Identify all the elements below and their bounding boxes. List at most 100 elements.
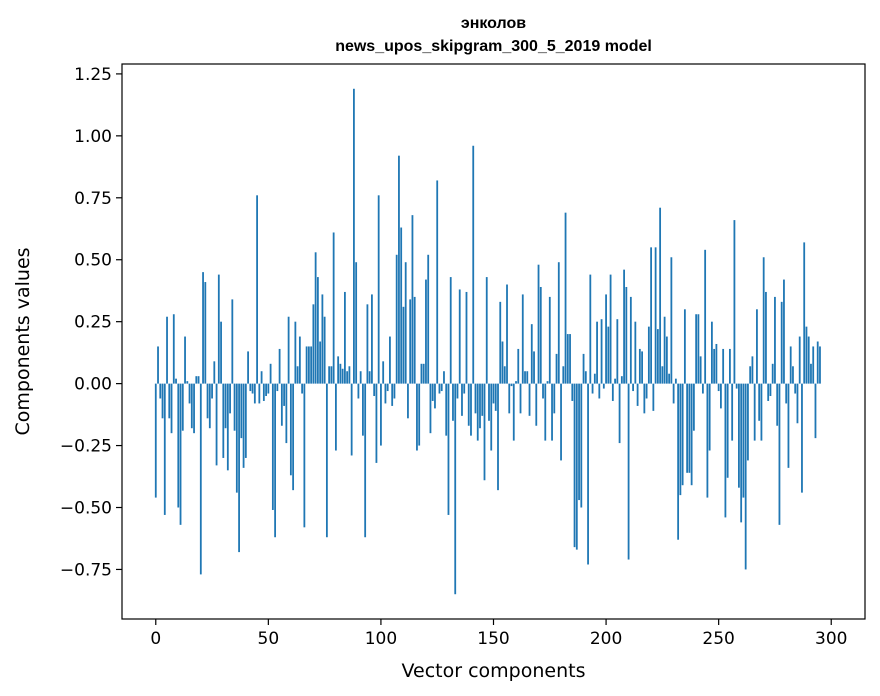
bar [537,264,540,384]
bar [641,351,644,384]
bar [780,301,783,384]
bar [774,296,776,384]
x-tick-label: 100 [365,629,397,649]
bar [244,383,247,458]
bar [708,383,711,451]
bar [690,383,693,486]
bar [181,383,184,431]
bar [530,324,533,384]
x-tick-label: 150 [477,629,509,649]
bar [440,383,443,392]
bar [535,383,538,426]
bar [301,383,304,394]
bar [368,371,371,384]
bar [508,383,511,414]
bar [332,232,335,384]
bar [350,383,353,456]
bar [573,383,576,548]
x-axis-ticks: 0 50 100 150 200 250 300 [150,619,847,649]
bar [706,383,709,498]
bar [359,371,362,384]
bar [744,383,747,570]
bar [274,383,277,538]
bar [488,383,490,421]
bar [357,383,360,399]
bar [229,383,231,414]
x-tick-label: 0 [150,629,161,649]
bar [654,247,657,384]
bar [686,383,689,473]
bar [242,383,245,468]
bar [753,383,756,441]
bar [353,88,355,384]
bar [411,215,414,384]
bar [681,383,684,486]
bar [249,383,252,392]
bar [283,383,286,406]
bar [564,212,567,384]
bar [170,383,173,434]
bar [483,383,486,481]
bar [384,383,387,404]
bar [553,383,556,414]
bar [656,329,659,384]
axes-frame [121,63,866,620]
bar [470,383,472,436]
bar [253,383,256,404]
bar [679,383,682,496]
bar [524,371,526,384]
bar [364,383,367,538]
y-tick-label: −0.50 [60,499,112,519]
bar [289,383,292,476]
bar [211,383,213,399]
bar [762,257,765,384]
bar [188,383,191,404]
bar [607,326,610,384]
bar [533,351,535,384]
chart-title-line: энколов [461,15,526,32]
bar [677,383,680,540]
bar [578,383,580,501]
bar [665,336,668,384]
bar [231,299,234,384]
bar [265,383,267,397]
bar [738,383,740,488]
bar [710,321,713,384]
bar [724,383,727,518]
bar [485,277,488,384]
bar [569,334,571,384]
bar [717,383,720,392]
bar [292,383,295,491]
bar [213,361,216,384]
bar [339,363,342,384]
bars [154,88,821,595]
bar [380,383,382,446]
bar [429,383,432,434]
bar [240,383,243,439]
bar [816,341,819,384]
bar [629,296,632,384]
bar [805,326,808,384]
bar [238,383,240,553]
bar [438,383,441,394]
bar [670,257,673,384]
bar [659,207,662,384]
bar [208,383,211,429]
x-tick-label: 300 [815,629,847,649]
bar [346,371,349,384]
bar [382,361,385,384]
bar [418,383,421,446]
bar [407,383,409,419]
y-tick-label: 0.50 [74,251,112,271]
bar [778,383,781,525]
bar [692,383,695,431]
bar [337,356,340,384]
bar [436,180,439,384]
bar [638,348,641,384]
bar [580,383,583,508]
bar [492,383,495,404]
bar [202,272,204,384]
y-tick-label: 0.00 [74,375,112,395]
bar [668,373,671,384]
